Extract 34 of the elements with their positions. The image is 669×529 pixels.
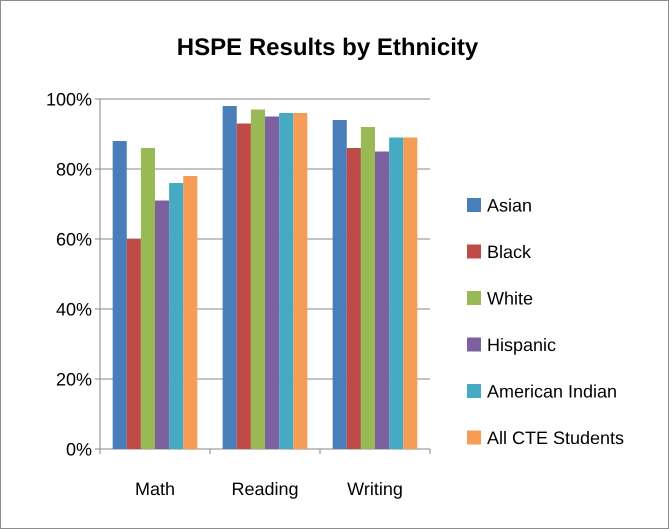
legend-label: American Indian [487, 381, 618, 402]
bar [279, 113, 294, 449]
y-tick-label: 60% [56, 229, 92, 250]
x-tick-label: Writing [347, 479, 403, 499]
y-tick-label: 40% [56, 299, 92, 320]
y-tick-label: 80% [56, 159, 92, 180]
chart-title: HSPE Results by Ethnicity [176, 34, 479, 61]
bar [155, 200, 170, 449]
bar [140, 148, 155, 449]
bar [403, 138, 418, 449]
bar [360, 127, 375, 449]
bar [250, 110, 265, 449]
bar [375, 152, 390, 449]
legend-label: Hispanic [487, 334, 556, 355]
y-tick-label: 20% [56, 369, 92, 390]
y-tick-label: 100% [46, 89, 92, 110]
legend-label: White [487, 288, 534, 308]
bar [169, 183, 184, 449]
legend-label: Asian [487, 195, 532, 216]
x-tick-label: Math [134, 479, 176, 499]
bar [112, 141, 127, 449]
bar [265, 116, 280, 449]
legend-label: Black [487, 242, 532, 262]
bar [332, 120, 347, 449]
bar [346, 148, 361, 449]
bar [183, 176, 198, 449]
bar [293, 113, 308, 449]
bar [222, 106, 237, 449]
bar [389, 138, 404, 449]
y-tick-label: 0% [66, 439, 92, 460]
legend-label: All CTE Students [487, 428, 624, 448]
bar [236, 124, 251, 449]
bar [126, 239, 141, 449]
x-tick-label: Reading [231, 479, 299, 499]
